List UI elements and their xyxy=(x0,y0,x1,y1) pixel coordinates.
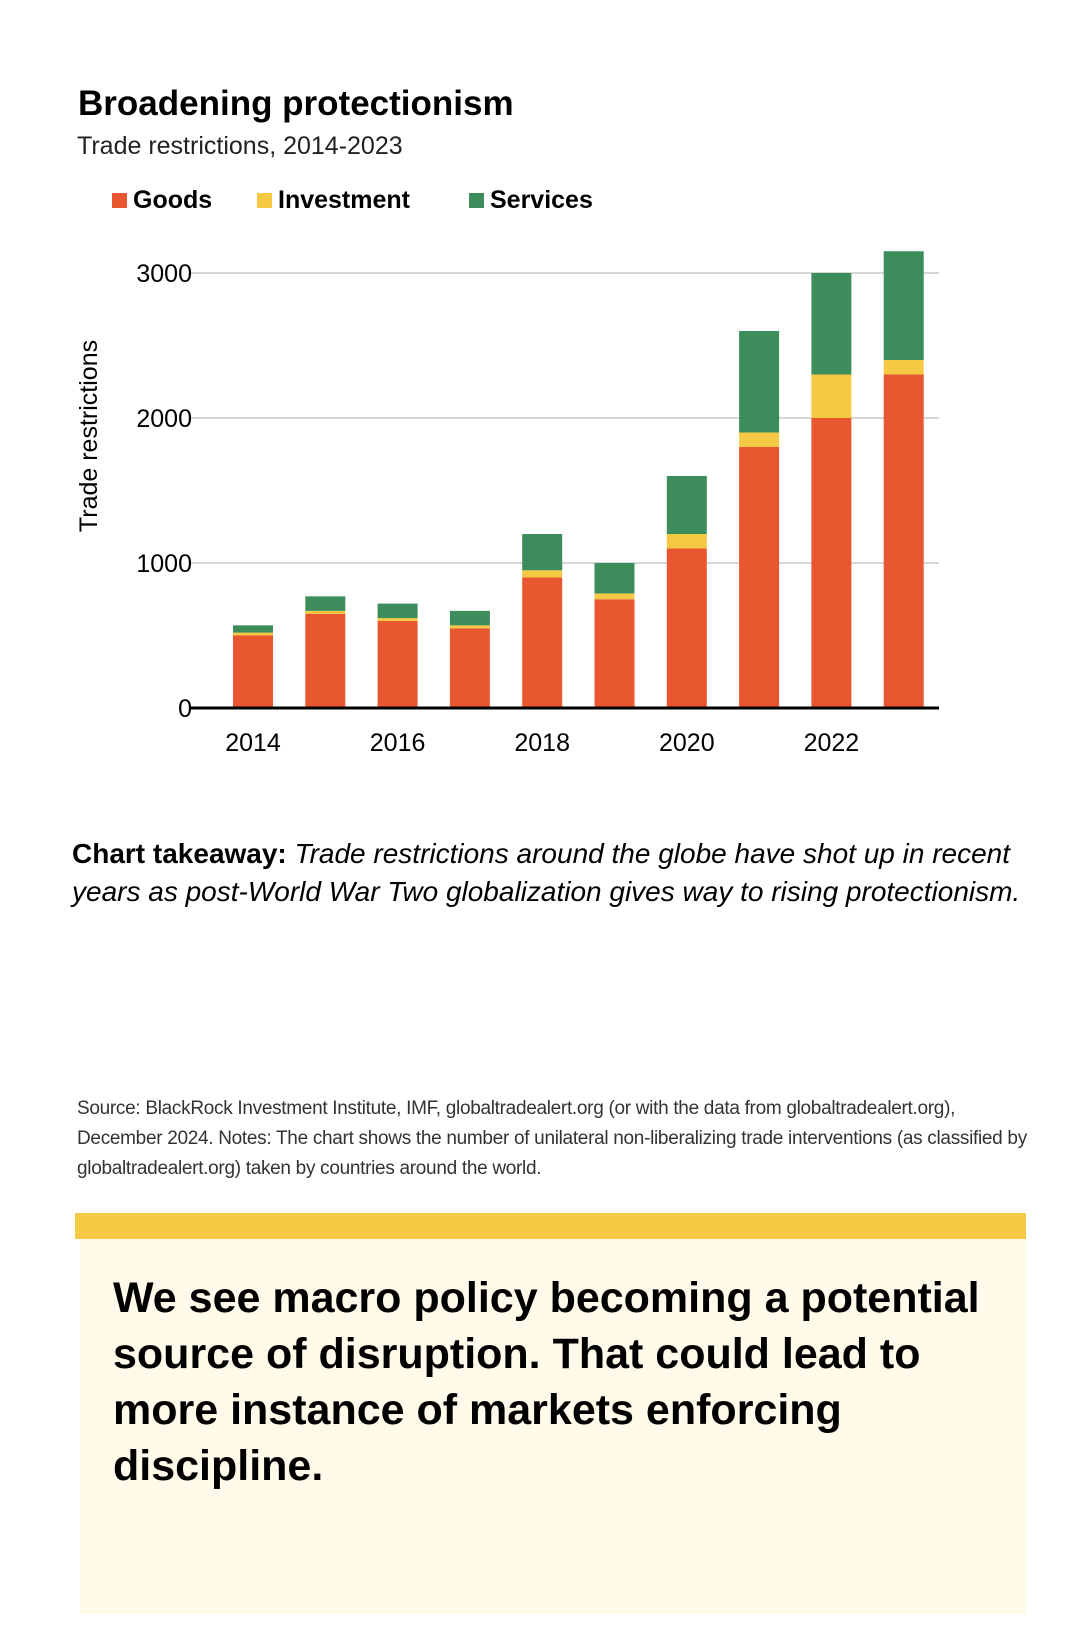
bar-goods-2019 xyxy=(594,599,635,708)
bar-goods-2016 xyxy=(377,621,418,708)
legend-label-services: Services xyxy=(490,185,593,214)
bar-goods-2015 xyxy=(305,613,346,708)
source-note: Source: BlackRock Investment Institute, … xyxy=(77,1098,1027,1179)
bar-investment-2015 xyxy=(305,610,346,614)
bar-investment-2022 xyxy=(811,374,852,418)
bar-goods-2022 xyxy=(811,418,852,708)
bar-investment-2020 xyxy=(666,534,707,549)
bar-goods-2017 xyxy=(449,628,490,708)
y-tick-label: 3000 xyxy=(136,260,192,288)
callout-box xyxy=(80,1239,1026,1614)
takeaway-body: Trade restrictions around the globe have… xyxy=(72,838,1021,907)
bar-goods-2023 xyxy=(883,374,924,708)
bar-services-2016 xyxy=(377,603,418,619)
bar-services-2019 xyxy=(594,563,635,594)
bar-investment-2017 xyxy=(449,625,490,629)
y-tick-label: 0 xyxy=(178,695,192,723)
bar-goods-2021 xyxy=(739,447,780,708)
bar-services-2017 xyxy=(449,610,490,626)
takeaway-lead: Chart takeaway: xyxy=(72,838,287,869)
legend-swatch-services xyxy=(469,192,484,208)
bar-investment-2019 xyxy=(594,593,635,600)
bar-services-2014 xyxy=(233,625,273,633)
callout-text: We see macro policy becoming a potential… xyxy=(113,1274,980,1490)
chart-title: Broadening protectionism xyxy=(78,84,514,123)
x-tick-label: 2016 xyxy=(370,729,426,757)
bar-services-2021 xyxy=(739,331,780,433)
bar-chart: 0 1000 2000 3000 2014 2016 2018 2020 2022 Trade… xyxy=(75,251,939,757)
bar-goods-2020 xyxy=(666,548,707,708)
chart-takeaway: Chart takeaway: Trade restrictions aroun… xyxy=(72,835,1022,911)
y-axis-label: Trade restrictions xyxy=(75,340,103,532)
bar-services-2020 xyxy=(666,476,707,534)
bar-investment-2014 xyxy=(233,632,273,636)
bars xyxy=(233,251,924,708)
bar-investment-2021 xyxy=(739,432,780,447)
x-tick-label: 2020 xyxy=(659,729,715,757)
bar-services-2023 xyxy=(883,251,924,360)
chart-subtitle: Trade restrictions, 2014-2023 xyxy=(77,132,403,160)
legend-item-investment: Investment xyxy=(257,186,410,214)
y-tick-label: 1000 xyxy=(136,550,192,578)
y-tick-labels: 0 1000 2000 3000 xyxy=(136,260,192,723)
legend-item-goods: Goods xyxy=(112,186,212,214)
bar-services-2022 xyxy=(811,273,852,375)
y-tick-label: 2000 xyxy=(136,405,192,433)
bar-services-2015 xyxy=(305,596,346,611)
bar-investment-2018 xyxy=(522,570,563,578)
callout-accent-bar xyxy=(75,1213,1026,1239)
bar-goods-2018 xyxy=(522,577,563,708)
legend-item-services: Services xyxy=(469,186,593,214)
legend-swatch-investment xyxy=(257,192,272,208)
legend-label-investment: Investment xyxy=(278,185,410,214)
bar-investment-2016 xyxy=(377,618,418,621)
x-tick-label: 2014 xyxy=(225,729,281,757)
bar-goods-2014 xyxy=(233,635,273,708)
legend-label-goods: Goods xyxy=(133,185,213,214)
bar-investment-2023 xyxy=(883,360,924,375)
x-tick-labels: 2014 2016 2018 2020 2022 xyxy=(225,729,859,757)
x-tick-label: 2018 xyxy=(514,729,570,757)
bar-services-2018 xyxy=(522,534,563,571)
x-tick-label: 2022 xyxy=(804,729,860,757)
legend-swatch-goods xyxy=(112,192,127,208)
